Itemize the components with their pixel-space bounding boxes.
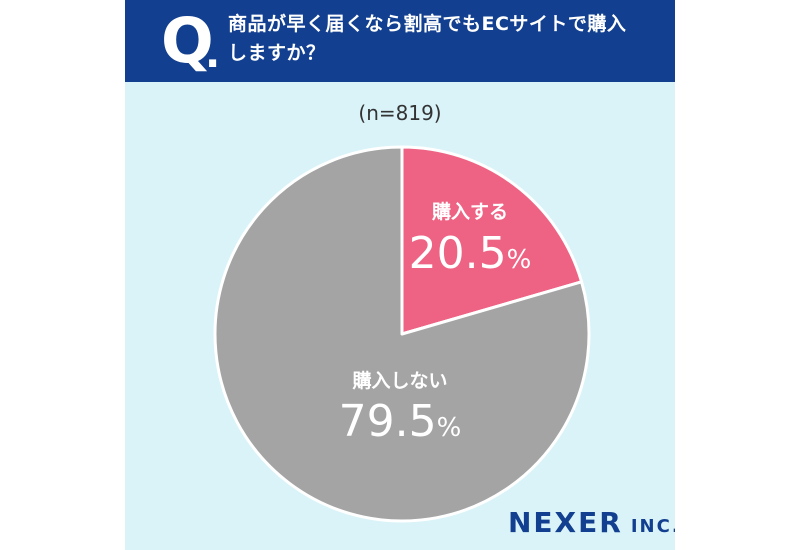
question-mark: Q bbox=[161, 4, 214, 77]
slice-value-number-buy: 20.5 bbox=[409, 228, 507, 279]
logo-main-text: NEXER bbox=[508, 506, 623, 539]
slice-label-not-buy: 購入しない bbox=[352, 369, 447, 392]
pie-slice-buy bbox=[400, 145, 584, 336]
chart-card: Q . 商品が早く届くなら割高でもECサイトで購入 しますか？ (n=819) … bbox=[125, 0, 675, 550]
question-header: Q . 商品が早く届くなら割高でもECサイトで購入 しますか？ bbox=[125, 0, 675, 82]
logo-sub-text: INC. bbox=[630, 516, 675, 537]
slice-value-unit-not-buy: % bbox=[437, 413, 462, 443]
question-dot: . bbox=[205, 31, 221, 77]
slice-value-number-not-buy: 79.5 bbox=[339, 396, 437, 447]
slice-value-unit-buy: % bbox=[507, 245, 532, 275]
slice-value-not-buy: 79.5% bbox=[339, 396, 462, 447]
slice-value-buy: 20.5% bbox=[409, 228, 532, 279]
question-line-1: 商品が早く届くなら割高でもECサイトで購入 bbox=[228, 13, 627, 35]
pie-chart: 購入する 20.5% 購入しない 79.5% bbox=[213, 145, 591, 523]
slice-label-buy: 購入する bbox=[432, 200, 508, 223]
question-line-2: しますか？ bbox=[228, 42, 326, 64]
sample-size: (n=819) bbox=[358, 101, 442, 125]
question-text: 商品が早く届くなら割高でもECサイトで購入 しますか？ bbox=[228, 10, 648, 68]
nexer-logo: NEXER INC. bbox=[508, 506, 675, 539]
pie-slice-not-buy bbox=[213, 145, 591, 523]
